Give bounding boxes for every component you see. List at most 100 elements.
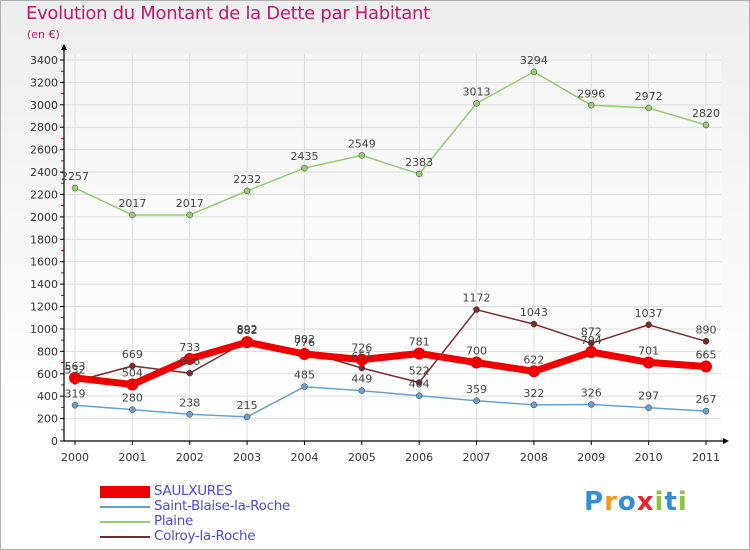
x-tick-label: 2008 <box>520 451 548 464</box>
chart-title: Evolution du Montant de la Dette par Hab… <box>26 3 430 24</box>
data-point <box>358 152 366 159</box>
y-tick-label: 3200 <box>30 76 58 89</box>
x-tick-label: 2004 <box>290 451 318 464</box>
data-label: 3294 <box>520 54 548 67</box>
data-point <box>415 379 423 386</box>
data-point <box>470 356 483 369</box>
x-tick-label: 2000 <box>61 451 89 464</box>
data-point <box>645 404 652 411</box>
series-line <box>74 308 707 384</box>
data-point <box>126 378 139 391</box>
x-axis-arrow <box>723 438 729 444</box>
x-tick-label: 2003 <box>233 451 261 464</box>
y-tick-label: 1600 <box>30 256 58 269</box>
data-label: 267 <box>696 393 717 406</box>
data-label: 215 <box>237 399 258 412</box>
data-point <box>241 336 254 349</box>
data-label: 669 <box>122 348 143 361</box>
data-label: 882 <box>237 324 258 337</box>
data-point <box>588 401 595 408</box>
proxiti-logo: Proxiti <box>584 487 688 517</box>
data-label: 1172 <box>463 292 491 305</box>
data-point <box>129 362 136 370</box>
data-label: 2996 <box>577 87 605 100</box>
data-point <box>415 170 423 178</box>
legend-label-colroy: Colroy-la-Roche <box>154 528 256 544</box>
logo-letter: x <box>636 487 655 517</box>
legend-swatch-saulxures <box>100 485 150 498</box>
data-label: 802 <box>294 333 315 346</box>
data-point <box>358 387 366 394</box>
data-point <box>645 104 652 112</box>
data-point <box>413 347 426 360</box>
data-label: 794 <box>581 334 602 347</box>
data-point <box>186 411 193 418</box>
x-tick-label: 2001 <box>118 451 146 464</box>
data-point <box>301 164 308 172</box>
data-point <box>186 369 193 377</box>
data-label: 651 <box>351 350 372 363</box>
data-point <box>358 364 366 372</box>
data-label: 892 <box>237 323 258 336</box>
data-label: 297 <box>638 390 659 403</box>
data-label: 485 <box>294 369 315 382</box>
data-label: 404 <box>409 378 430 391</box>
data-label: 665 <box>696 348 717 361</box>
data-point <box>702 338 710 345</box>
data-label: 2820 <box>692 107 720 120</box>
y-tick-label: 2000 <box>30 211 58 224</box>
data-label: 1043 <box>520 306 548 319</box>
y-tick-label: 2400 <box>30 166 58 179</box>
data-point <box>530 68 538 76</box>
data-point <box>530 320 538 328</box>
y-tick-label: 200 <box>37 413 58 426</box>
data-label: 2972 <box>635 90 663 103</box>
x-tick-label: 2005 <box>348 451 376 464</box>
y-axis-arrow <box>61 44 67 50</box>
data-point <box>700 360 712 373</box>
chart-subtitle: (en €) <box>27 28 60 41</box>
logo-letter: o <box>617 487 637 517</box>
logo-letter: i <box>677 487 688 517</box>
data-label: 776 <box>294 336 315 349</box>
data-point <box>473 306 480 313</box>
x-tick-label: 2006 <box>405 451 433 464</box>
logo-letter: t <box>664 487 678 517</box>
data-label: 700 <box>466 345 487 358</box>
data-point <box>585 346 598 359</box>
data-label: 322 <box>523 387 544 400</box>
data-label: 532 <box>65 363 86 376</box>
data-point <box>355 353 368 366</box>
y-tick-label: 1200 <box>30 301 58 314</box>
legend-label-plaine: Plaine <box>154 513 193 529</box>
y-tick-label: 1000 <box>30 323 58 336</box>
y-tick-label: 400 <box>37 390 58 403</box>
data-label: 872 <box>581 325 602 338</box>
logo-letter: i <box>654 487 665 517</box>
data-point <box>530 401 538 409</box>
data-label: 280 <box>122 392 143 405</box>
plot-area <box>64 54 721 441</box>
series-line <box>74 385 707 418</box>
legend-item-colroy: Colroy-la-Roche <box>100 529 290 544</box>
data-label: 890 <box>696 323 717 336</box>
y-tick-label: 0 <box>51 435 58 448</box>
data-label: 1037 <box>635 307 663 320</box>
data-point <box>71 184 79 192</box>
data-point <box>527 365 540 378</box>
data-point <box>301 383 308 390</box>
legend-label-saulxures: SAULXURES <box>154 483 233 499</box>
data-point <box>588 102 595 109</box>
data-point <box>71 402 79 409</box>
data-point <box>642 356 655 369</box>
y-tick-label: 3000 <box>30 99 58 112</box>
data-label: 701 <box>638 344 659 357</box>
x-tick-label: 2011 <box>692 451 720 464</box>
y-tick-label: 2800 <box>30 121 58 134</box>
data-point <box>129 406 136 413</box>
data-label: 2017 <box>118 197 146 210</box>
data-label: 326 <box>581 386 602 399</box>
y-tick-label: 800 <box>37 345 58 358</box>
legend-swatch-plaine <box>100 520 150 523</box>
